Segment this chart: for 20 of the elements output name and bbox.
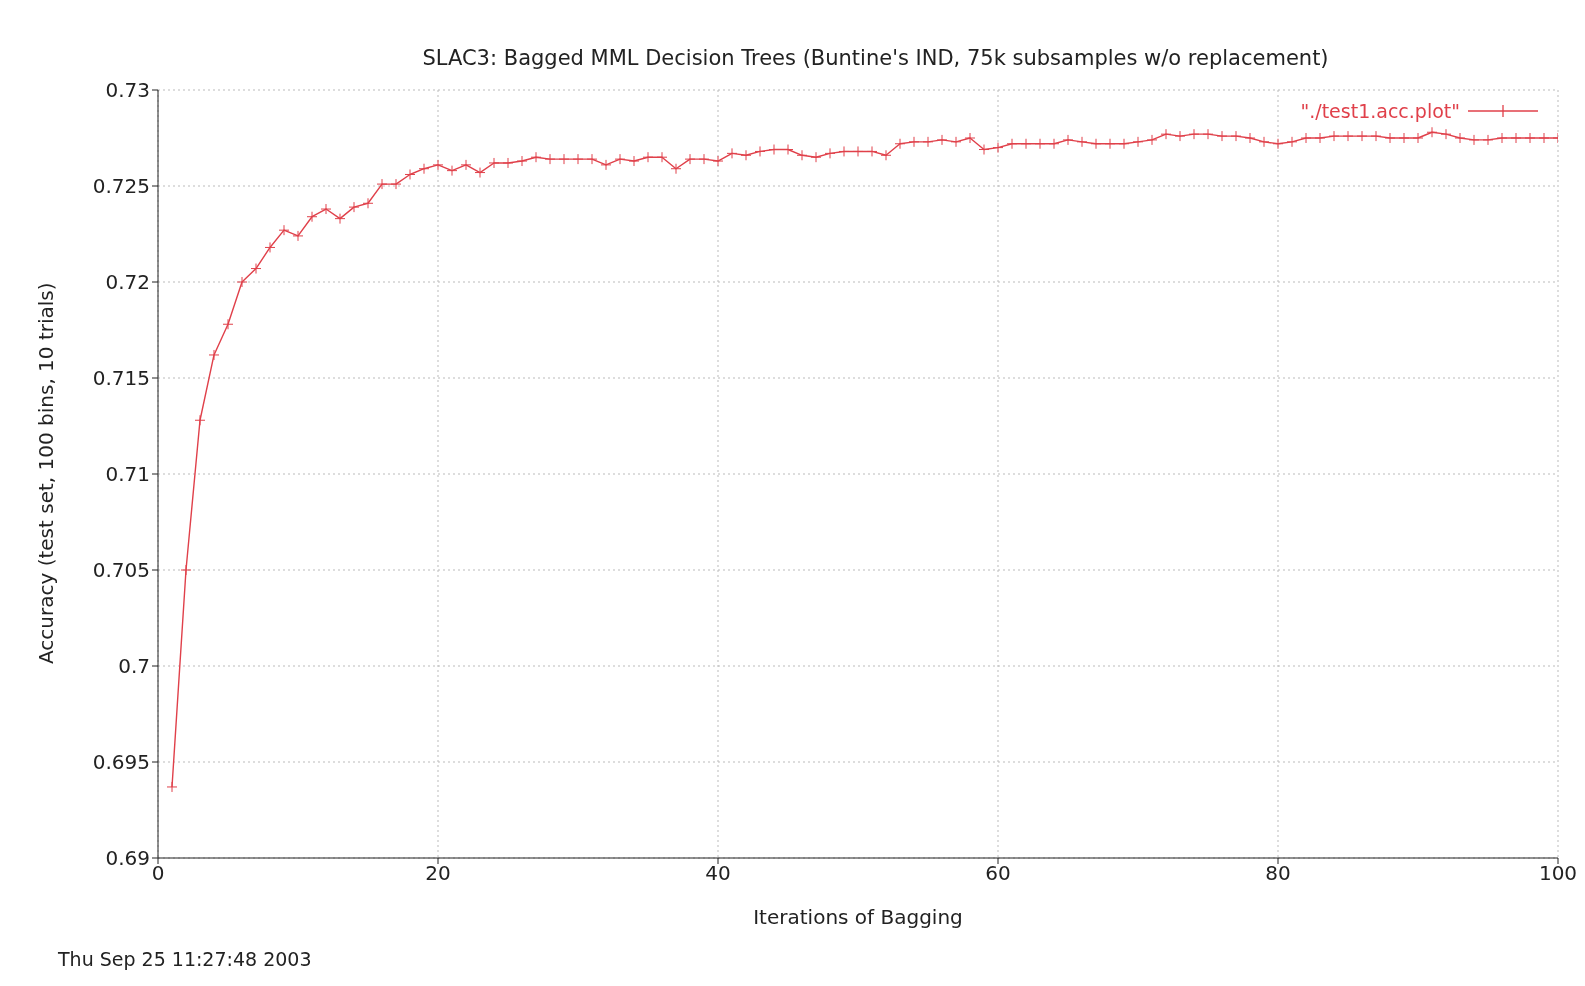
y-axis-title: Accuracy (test set, 100 bins, 10 trials) [34,282,59,664]
x-axis-title: Iterations of Bagging [753,905,963,929]
y-tick-label: 0.71 [105,462,150,487]
x-tick-label: 40 [705,861,731,886]
y-tick-label: 0.705 [92,558,150,583]
x-tick-label: 0 [151,861,165,886]
chart-title: SLAC3: Bagged MML Decision Trees (Buntine's IND, 75k subsamples w/o replacement) [421,46,1330,70]
y-tick-label: 0.73 [105,78,150,103]
x-tick-label: 80 [1265,861,1291,886]
y-tick-label: 0.69 [105,846,150,871]
x-tick-label: 60 [985,861,1011,886]
x-tick-label: 100 [1538,861,1578,886]
y-tick-label: 0.725 [92,174,150,199]
x-tick-label: 20 [425,861,451,886]
y-tick-label: 0.695 [92,750,150,775]
legend-label: "./test1.acc.plot" [1300,100,1460,122]
text: Thu Sep 25 11:27:48 2003 [58,948,312,970]
y-tick-label: 0.715 [92,366,150,391]
y-tick-label: 0.7 [118,654,150,679]
y-tick-label: 0.72 [105,270,150,295]
